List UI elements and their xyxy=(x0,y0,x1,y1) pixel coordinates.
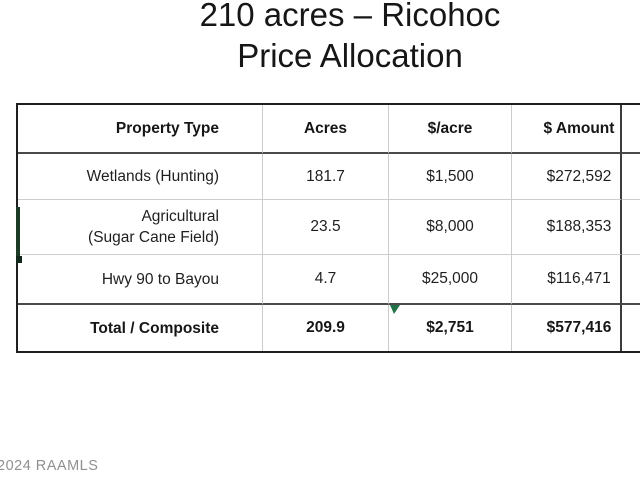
cell-price-per-acre: $8,000 xyxy=(389,200,512,255)
empty-cell xyxy=(622,305,640,351)
page-title-line2: Price Allocation xyxy=(237,37,463,74)
cell-property-type: Wetlands (Hunting) xyxy=(18,154,263,200)
cell-property-type: Hwy 90 to Bayou xyxy=(18,255,263,305)
cell-total-amount: $577,416 xyxy=(512,305,622,351)
cell-acres: 4.7 xyxy=(263,255,389,305)
cell-price-per-acre: $25,000 xyxy=(389,255,512,305)
page-title-line1: 210 acres – Ricohoc xyxy=(199,0,501,33)
empty-header-cell xyxy=(622,105,640,154)
col-header-acres: Acres xyxy=(263,105,389,154)
price-allocation-table: Property Type Acres $/acre $ Amount Wetl… xyxy=(16,103,640,353)
cell-total-price-per-acre: $2,751 xyxy=(389,305,512,351)
cell-property-type: Agricultural (Sugar Cane Field) xyxy=(18,200,263,255)
cell-amount: $272,592 xyxy=(512,154,622,200)
watermark: 2024 RAAMLS xyxy=(0,458,99,474)
cell-error-flag-triangle-icon xyxy=(390,305,400,314)
col-header-amount: $ Amount xyxy=(512,105,622,154)
cell-acres: 181.7 xyxy=(263,154,389,200)
cell-acres: 23.5 xyxy=(263,200,389,255)
empty-cell xyxy=(622,255,640,305)
excel-selection-mark-cap xyxy=(16,256,22,263)
excel-selection-mark xyxy=(16,207,20,258)
cell-total-acres: 209.9 xyxy=(263,305,389,351)
page-title: 210 acres – Ricohoc Price Allocation xyxy=(200,0,501,76)
cell-amount: $116,471 xyxy=(512,255,622,305)
cell-amount: $188,353 xyxy=(512,200,622,255)
cell-total-label: Total / Composite xyxy=(18,305,263,351)
empty-cell xyxy=(622,154,640,200)
cell-price-per-acre: $1,500 xyxy=(389,154,512,200)
empty-cell xyxy=(622,200,640,255)
col-header-property-type: Property Type xyxy=(18,105,263,154)
col-header-price-per-acre: $/acre xyxy=(389,105,512,154)
